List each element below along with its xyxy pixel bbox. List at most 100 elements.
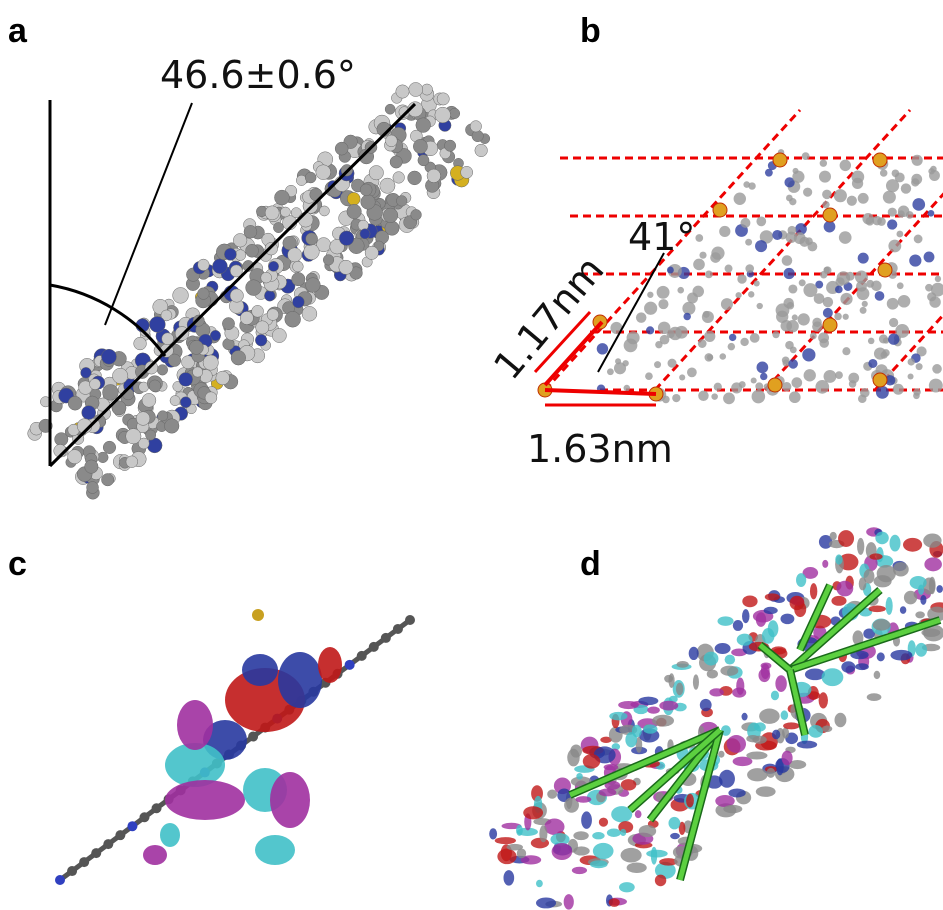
atom <box>305 172 316 183</box>
atom <box>843 314 849 320</box>
orbital <box>693 674 699 689</box>
orbital <box>536 898 556 909</box>
orbital <box>747 768 767 781</box>
atom <box>339 260 353 274</box>
molecular-renders <box>28 82 943 909</box>
atom <box>887 298 899 310</box>
atom <box>319 206 329 216</box>
orbital <box>781 710 789 720</box>
atom <box>792 314 798 320</box>
orbital <box>890 535 901 552</box>
atom <box>789 391 801 403</box>
atom <box>246 280 262 296</box>
atom <box>231 350 246 365</box>
atom <box>822 190 832 200</box>
atom <box>383 208 398 223</box>
atom <box>145 361 158 374</box>
atom <box>345 660 355 670</box>
orbital <box>576 796 592 803</box>
atom <box>285 311 301 327</box>
atom <box>222 318 234 330</box>
atom <box>615 358 621 364</box>
orbital <box>652 715 674 727</box>
orbital <box>723 805 742 814</box>
atom <box>750 333 760 343</box>
atom <box>157 365 168 376</box>
atom <box>369 165 383 179</box>
orbital <box>822 560 828 568</box>
atom <box>475 144 488 157</box>
atom <box>90 379 101 390</box>
atom <box>369 642 379 652</box>
orbital <box>635 810 642 818</box>
orbital <box>572 867 587 874</box>
tilt-axis <box>50 104 415 466</box>
atom <box>405 615 415 625</box>
orbital <box>742 609 749 623</box>
atom <box>703 311 710 318</box>
atom <box>913 388 920 395</box>
atom <box>860 388 870 398</box>
atom <box>909 254 921 266</box>
atom <box>304 244 320 260</box>
atom <box>810 332 817 339</box>
orbital <box>668 817 680 829</box>
atom <box>645 372 653 380</box>
atom <box>912 198 925 211</box>
orbital <box>890 650 912 661</box>
atom <box>908 374 914 380</box>
orbital <box>547 789 557 798</box>
atom <box>935 276 941 282</box>
atom <box>868 338 875 345</box>
atom <box>871 281 882 292</box>
atom <box>306 233 318 245</box>
orbital <box>765 593 780 600</box>
atom <box>860 307 867 314</box>
atom <box>302 306 317 321</box>
orbital <box>686 794 694 808</box>
atom <box>839 231 852 244</box>
atom <box>745 239 752 246</box>
orbital <box>651 847 657 865</box>
orbital <box>783 722 799 729</box>
orbital <box>900 606 906 614</box>
atom <box>347 204 361 218</box>
atom <box>470 121 481 132</box>
atom <box>103 384 119 400</box>
orbital <box>822 668 844 686</box>
atom <box>85 460 98 473</box>
atom <box>888 208 897 217</box>
orbital <box>835 554 842 564</box>
atom <box>888 334 899 345</box>
orbital <box>737 634 753 646</box>
orbital <box>700 699 712 711</box>
atom <box>126 429 141 444</box>
atom <box>152 803 162 813</box>
orbital <box>609 898 620 907</box>
atom <box>193 367 203 377</box>
angle-label: 41° <box>628 215 695 259</box>
atom <box>835 286 843 294</box>
atom <box>179 373 193 387</box>
atom <box>252 305 264 317</box>
atom <box>782 255 793 266</box>
atom <box>728 343 735 350</box>
atom <box>173 287 189 303</box>
atom <box>720 353 727 360</box>
figure: a b c d 46.6±0.6° 41° 1.17nm 1.63nm <box>0 0 943 910</box>
orbital <box>621 848 642 863</box>
atom <box>164 419 179 434</box>
orbital <box>924 557 942 571</box>
atom <box>687 293 698 304</box>
atom <box>672 394 680 402</box>
atom <box>874 347 886 359</box>
orbital <box>790 596 805 610</box>
atom <box>126 456 138 468</box>
angle-label: 46.6±0.6° <box>160 53 356 97</box>
atom <box>677 287 684 294</box>
atom <box>198 288 210 300</box>
panel-label: c <box>8 545 27 583</box>
lattice-line <box>875 110 943 390</box>
orbital <box>759 709 780 724</box>
orbital <box>599 818 608 827</box>
